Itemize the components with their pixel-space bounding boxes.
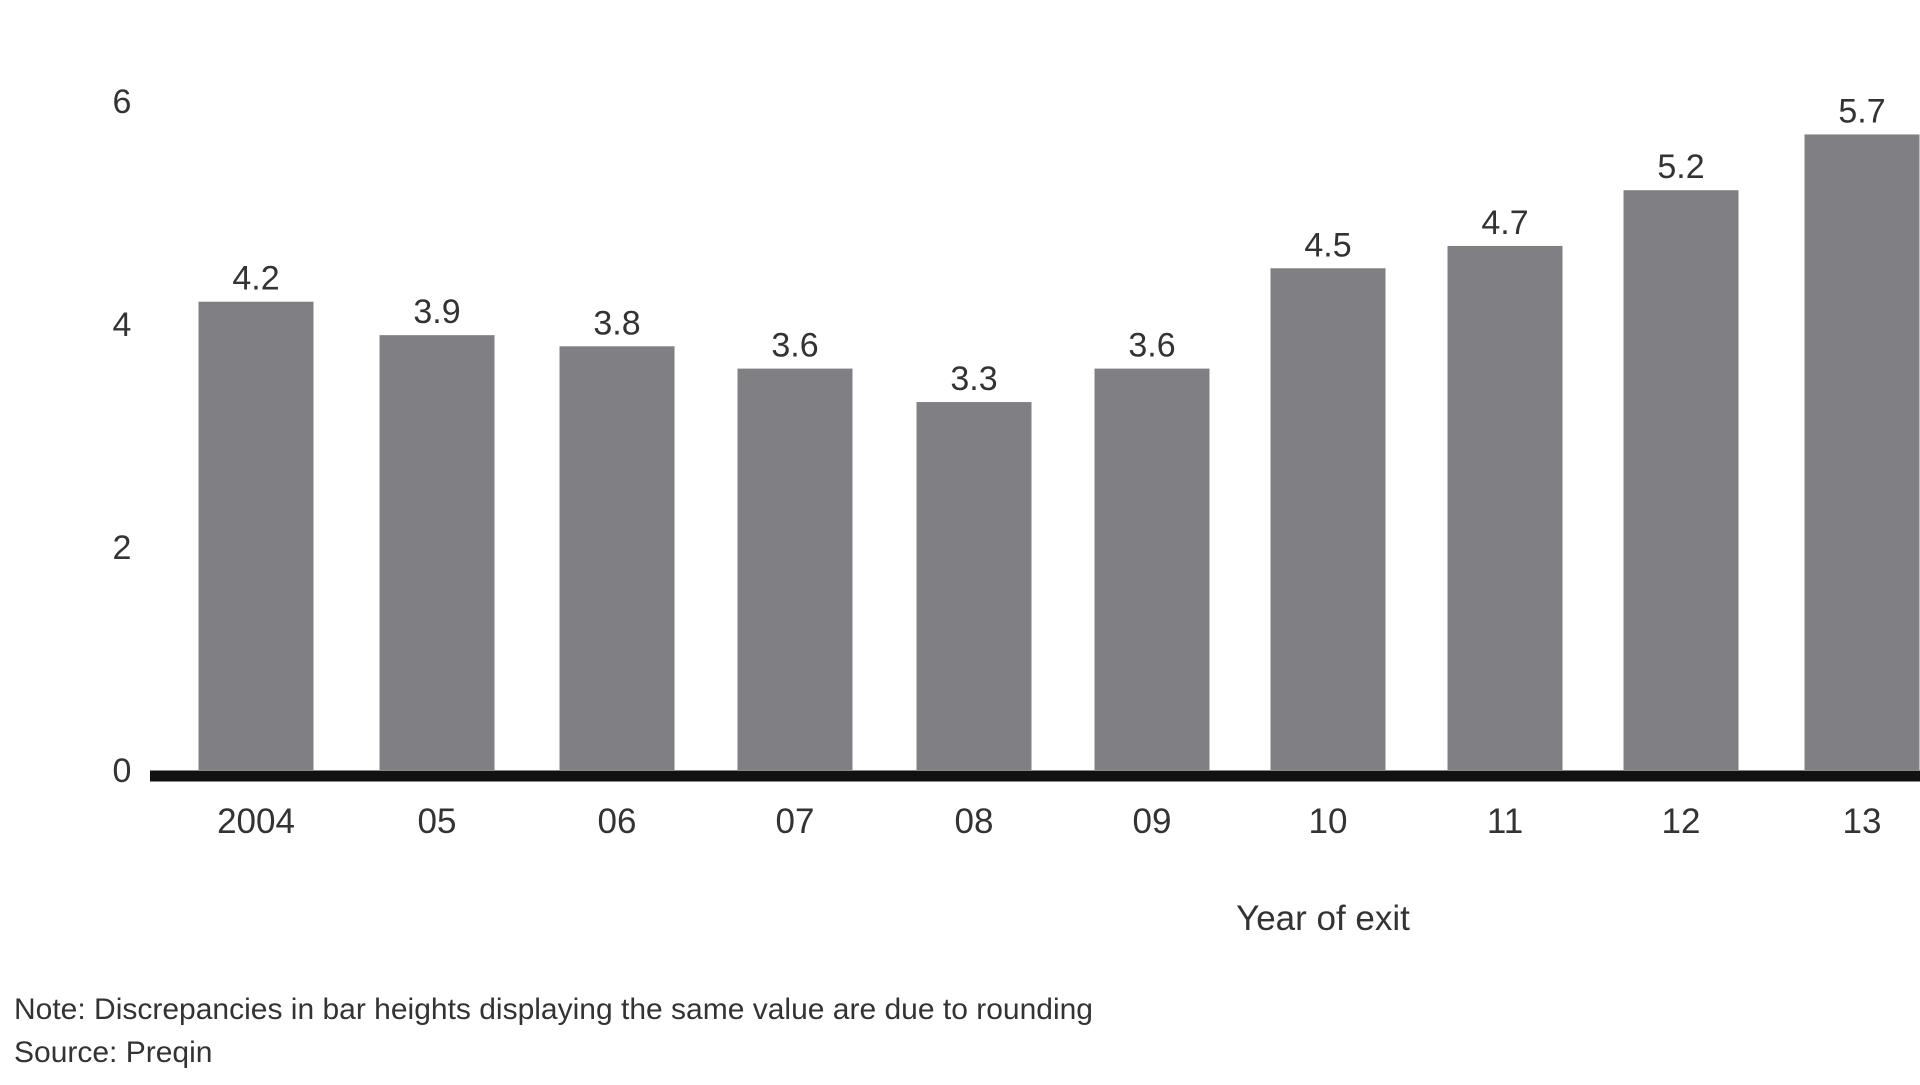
bars (198, 134, 1920, 770)
x-axis-title: Year of exit (1236, 899, 1410, 938)
bar-value-label: 3.6 (771, 327, 818, 365)
bar (1804, 134, 1920, 770)
bar-value-label: 3.9 (413, 293, 460, 331)
bar (1094, 368, 1210, 770)
bar (916, 402, 1032, 770)
x-tick-label: 09 (1133, 802, 1172, 841)
x-tick-label: 2004 (217, 802, 295, 841)
y-tick-label: 2 (113, 529, 132, 567)
x-tick-label: 13 (1843, 802, 1882, 841)
bar (379, 335, 495, 770)
bar-value-label: 3.3 (950, 360, 997, 398)
y-axis-ticks: 0 2 4 6 (113, 83, 132, 790)
x-tick-label: 12 (1662, 802, 1701, 841)
x-tick-label: 10 (1309, 802, 1348, 841)
chart-source: Source: Preqin (14, 1036, 213, 1069)
bar-value-label: 4.5 (1304, 226, 1351, 264)
bar (1623, 190, 1739, 770)
bar (559, 346, 675, 770)
bar-value-label: 4.2 (232, 260, 279, 298)
bar-value-label: 4.7 (1481, 204, 1528, 242)
y-tick-label: 0 (113, 752, 132, 790)
bar-value-label: 5.2 (1657, 148, 1704, 186)
bar (1270, 268, 1386, 770)
bar (198, 301, 314, 770)
bar-value-label: 5.7 (1838, 92, 1885, 130)
x-tick-label: 08 (955, 802, 994, 841)
x-axis-ticks: 2004 05 06 07 08 09 10 11 12 13 (217, 802, 1881, 841)
x-tick-label: 05 (418, 802, 457, 841)
x-tick-label: 06 (598, 802, 637, 841)
data-labels: 4.2 3.9 3.8 3.6 3.3 3.6 4.5 4.7 5.2 5.7 (232, 92, 1885, 398)
bar (1447, 245, 1563, 770)
y-tick-label: 4 (113, 306, 132, 344)
bar-value-label: 3.8 (593, 304, 640, 342)
y-tick-label: 6 (113, 83, 132, 121)
bar (737, 368, 853, 770)
x-tick-label: 07 (776, 802, 815, 841)
x-tick-label: 11 (1487, 802, 1523, 841)
chart-note: Note: Discrepancies in bar heights displ… (14, 993, 1093, 1026)
bar-value-label: 3.6 (1128, 327, 1175, 365)
